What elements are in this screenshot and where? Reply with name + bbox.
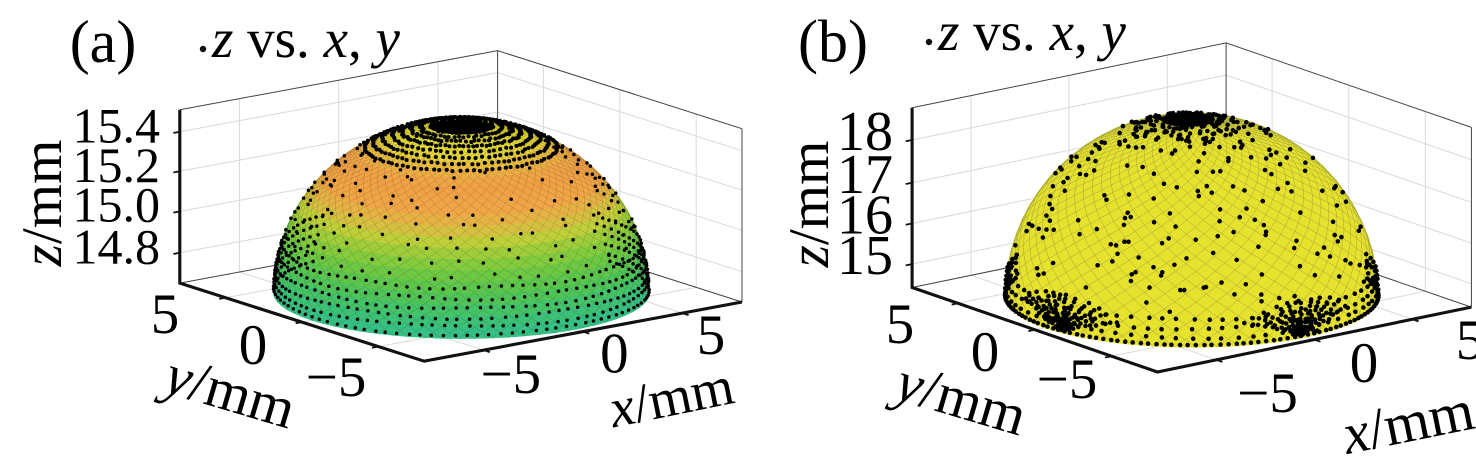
svg-text:18: 18	[837, 101, 893, 163]
svg-text:5: 5	[886, 293, 915, 356]
svg-text:0: 0	[1350, 332, 1379, 395]
svg-text:z/mm: z/mm	[11, 140, 74, 268]
svg-text:(b): (b)	[798, 9, 868, 75]
svg-text:5: 5	[151, 283, 180, 346]
svg-text:15: 15	[837, 225, 893, 287]
svg-text:z vs. x, y: z vs. x, y	[211, 8, 400, 69]
svg-text:−5: −5	[306, 346, 367, 409]
svg-text:0: 0	[600, 323, 629, 386]
svg-text:17: 17	[837, 144, 893, 206]
svg-text:−5: −5	[480, 343, 541, 406]
svg-text:0: 0	[239, 314, 268, 377]
svg-text:(a): (a)	[70, 9, 137, 75]
svg-text:−5: −5	[1237, 362, 1298, 425]
svg-text:5: 5	[1456, 309, 1476, 372]
svg-text:15.0: 15.0	[73, 177, 161, 233]
svg-text:5: 5	[697, 304, 726, 367]
svg-text:15.2: 15.2	[73, 137, 161, 193]
svg-text:14.8: 14.8	[73, 218, 161, 274]
svg-text:15.4: 15.4	[73, 97, 161, 153]
svg-text:0: 0	[971, 321, 1000, 384]
svg-text:16: 16	[837, 185, 893, 247]
svg-text:z/mm: z/mm	[778, 141, 841, 269]
svg-text:z vs. x, y: z vs. x, y	[937, 1, 1126, 62]
svg-text:−5: −5	[1037, 348, 1098, 411]
